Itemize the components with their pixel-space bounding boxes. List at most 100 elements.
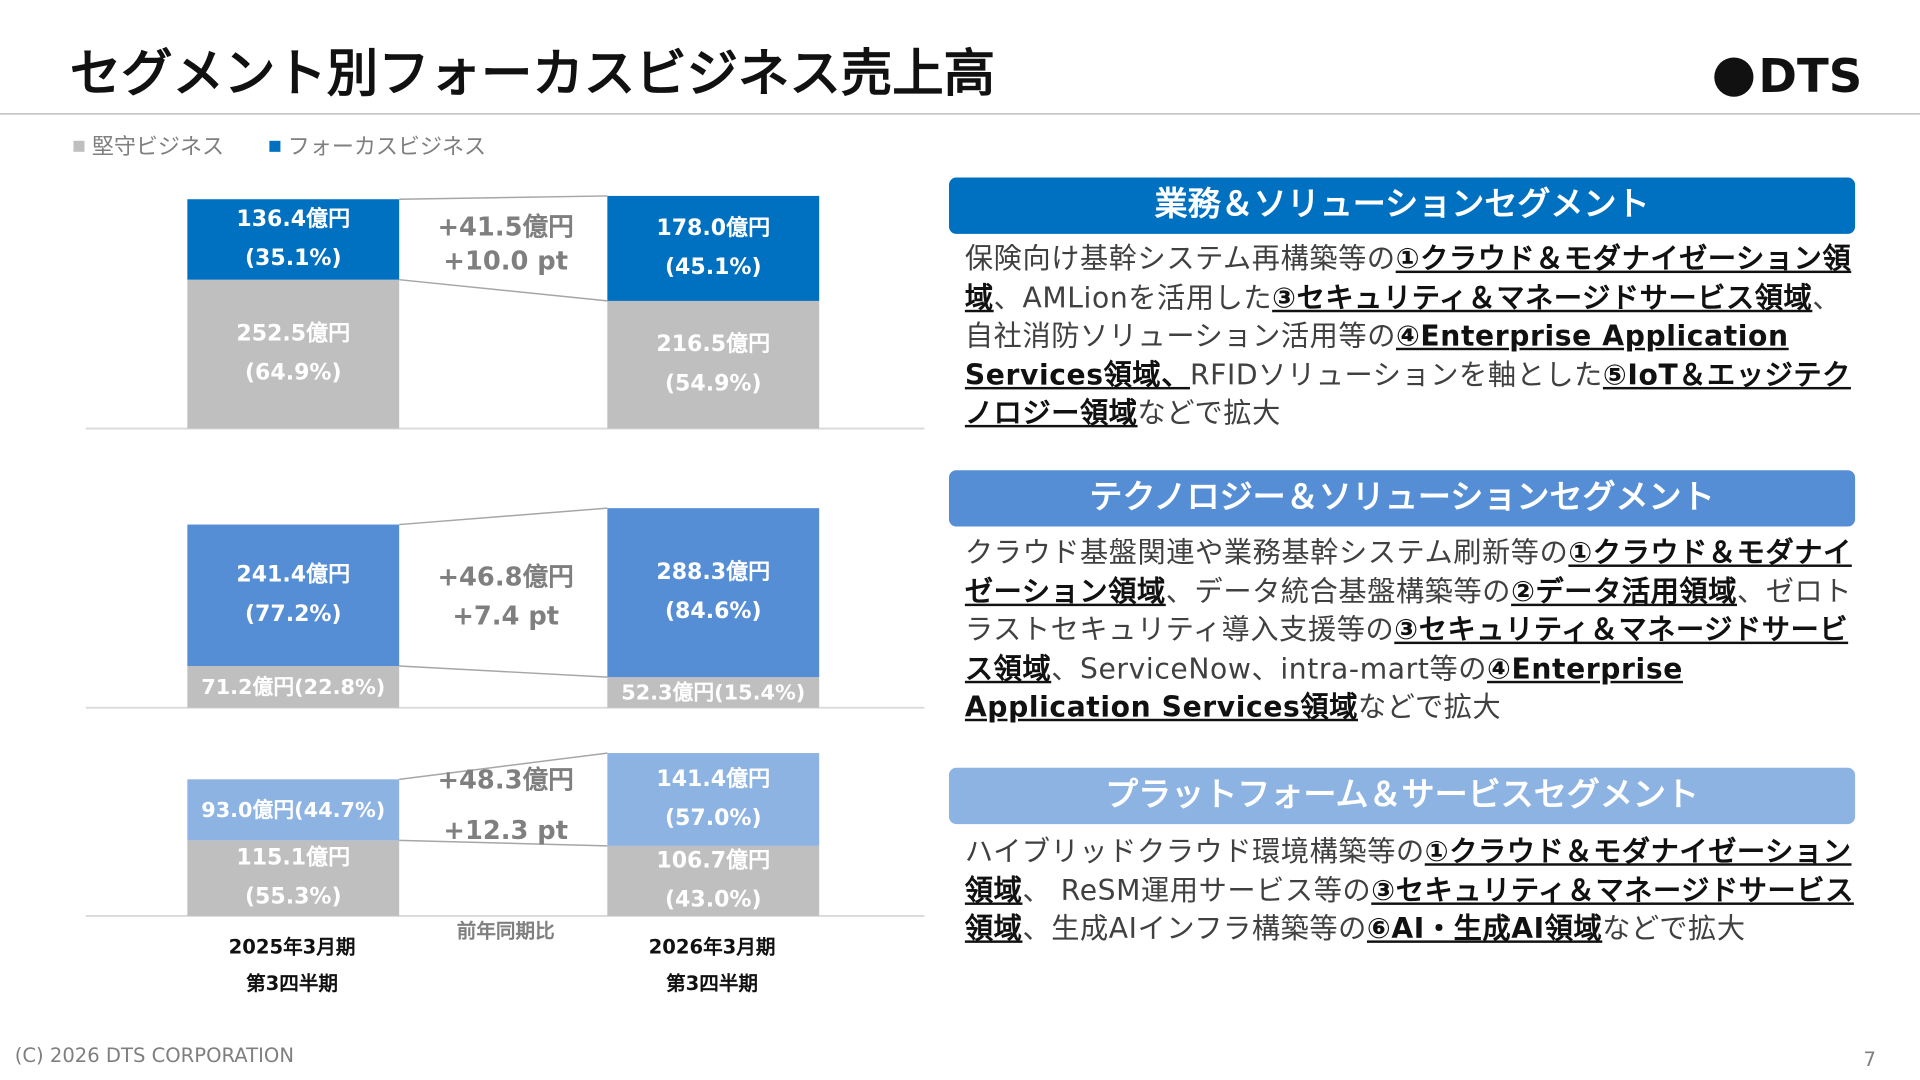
share-label: (64.9%) [245,361,342,386]
emphasis-text: ③セキュリティ＆マネージドサービス領域 [964,614,1849,686]
x-tick-sublabel: 第3四半期 [666,972,758,995]
slide-title: セグメント別フォーカスビジネス売上高 [70,44,995,104]
change-annotation: +48.3億円 [438,766,574,796]
body-text: 、自社消防ソリューション活用等の [964,282,1842,353]
legend-swatch [73,140,85,152]
panel-title: テクノロジー＆ソリューションセグメント [1089,477,1714,516]
panel-header [948,177,1856,234]
change-annotation: +12.3 pt [443,816,568,846]
share-label: (35.1%) [245,246,342,271]
footer: (C) 2026 DTS CORPORATION [15,1044,294,1067]
bar-segment [187,666,400,708]
legend-label: 堅守ビジネス [92,135,224,160]
body-text: クラウド基盤関連や業務基幹システム刷新等の [964,537,1569,570]
share-label: (45.1%) [665,255,762,280]
panel-text: ハイブリッドクラウド環境構築等の①クラウド＆モダナイゼーション領域、 ReSM運… [965,834,1854,950]
panel-title: 業務＆ソリューションセグメント [1155,184,1650,223]
body-text: 、データ統合基盤構築等の [1165,576,1512,608]
connector [399,752,608,781]
body-text: などで拡大 [1137,397,1281,430]
bar-segment [187,199,400,280]
value-label: 216.5億円 [656,331,770,357]
value-label: 93.0億円(44.7%) [201,798,385,822]
share-label: (84.6%) [665,599,762,624]
value-label: 115.1億円 [236,845,350,871]
legend-swatch [269,140,281,152]
body-text: ハイブリッドクラウド環境構築等の [964,836,1425,869]
logo: DTS [1758,49,1862,103]
body-text: 、生成AIインフラ構築等の [1022,913,1367,946]
bar-segment [187,840,400,916]
panel-text: クラウド基盤関連や業務基幹システム刷新等の①クラウド＆モダナイゼーション領域、デ… [965,535,1854,728]
change-annotation: +7.4 pt [452,602,559,632]
body-text: 、ゼロトラストセキュリティ導入支援等の [964,576,1853,647]
share-label: (55.3%) [245,885,342,910]
value-label: 71.2億円(22.8%) [201,675,385,699]
emphasis-text: ③セキュリティ＆マネージドサービス領域 [964,874,1854,946]
share-label: (15.4%) [714,681,805,705]
connector [399,507,608,526]
panel-title: プラットフォーム＆サービスセグメント [1105,774,1699,813]
value-label: 52.3億円(15.4%) [621,681,805,705]
emphasis-text: ④Enterprise Application Services領域、 [964,320,1789,392]
value-label: 288.3億円 [656,559,770,585]
bar-segment [607,677,820,708]
value-label: 141.4億円 [656,766,770,792]
x-tick-label: 2025年3月期 [229,935,356,958]
body-text: 、 ReSM運用サービス等の [1022,874,1372,907]
value-label: 241.4億円 [236,562,350,588]
value-label: 252.5億円 [236,321,350,347]
change-annotation: +10.0 pt [443,247,568,277]
share-label: (43.0%) [665,887,762,912]
connector [399,278,608,302]
share-label: (44.7%) [294,798,385,822]
value-label: 178.0億円 [656,215,770,241]
emphasis-text: ①クラウド＆モダナイゼーション領域 [964,836,1852,907]
panel-header [948,470,1856,527]
x-tick-sublabel: 第3四半期 [246,972,338,995]
bar-segment [607,753,820,846]
panel-header [948,767,1856,825]
emphasis-text: ⑤IoT＆エッジテクノロジー領域 [964,359,1851,430]
bar-segment [607,508,820,678]
panel-text: 保険向け基幹システム再構築等の①クラウド＆モダナイゼーション領域、AMLionを… [965,241,1854,434]
change-annotation: +46.8億円 [438,562,574,592]
x-tick-label: 2026年3月期 [649,935,776,958]
value-label: 106.7億円 [656,847,770,873]
bar-segment [187,779,400,841]
body-text: などで拡大 [1357,691,1502,724]
bar-segment [187,524,400,667]
bar-segment [607,845,820,916]
body-text: 保険向け基幹システム再構築等の [964,243,1396,276]
emphasis-text: ⑥AI・生成AI領域 [1366,913,1603,946]
body-text: RFIDソリューションを軸とした [1189,359,1603,392]
share-label: (77.2%) [245,602,342,627]
connector [399,839,608,847]
bar-segment [187,279,400,429]
emphasis-text: ①クラウド＆モダナイゼーション領域 [964,537,1852,608]
share-label: (22.8%) [294,675,385,699]
bar-segment [607,300,820,429]
share-label: (57.0%) [665,806,762,831]
page-number: 7 [1863,1048,1875,1071]
body-text: 、ServiceNow、intra-mart等の [1051,653,1488,686]
change-annotation: +41.5億円 [438,212,574,242]
emphasis-text: ①クラウド＆モダナイゼーション領域 [964,243,1852,315]
connector [399,195,608,200]
value-label: 52.3億円 [621,681,714,705]
value-label: 136.4億円 [236,206,350,232]
emphasis-text: ②データ活用領域 [1511,576,1737,608]
share-label: (54.9%) [665,371,762,396]
emphasis-text: ③セキュリティ＆マネージドサービス領域 [1272,282,1813,315]
bar-segment [607,195,820,301]
logo-mark [1714,57,1754,97]
body-text: 、AMLionを活用した [993,282,1273,315]
connector [399,665,608,678]
value-label: 71.2億円 [201,675,294,699]
emphasis-text: ④Enterprise Application Services領域 [964,653,1683,724]
body-text: などで拡大 [1602,913,1746,946]
legend-label: フォーカスビジネス [288,135,486,160]
